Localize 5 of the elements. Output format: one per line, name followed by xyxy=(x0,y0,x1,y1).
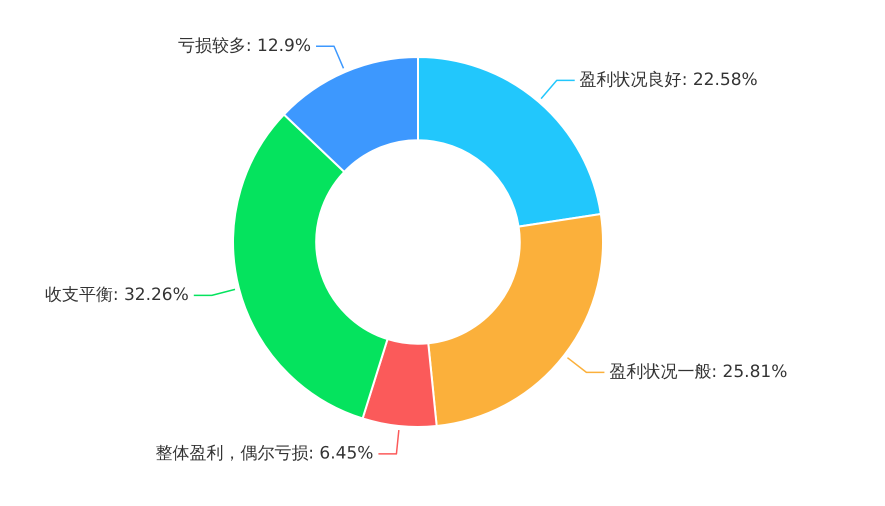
slice-label: 整体盈利，偶尔亏损: 6.45% xyxy=(155,444,374,464)
slice-label: 收支平衡: 32.26% xyxy=(44,285,189,306)
slice-label: 亏损较多: 12.9% xyxy=(178,36,312,56)
slice-label: 盈利状况一般: 25.81% xyxy=(609,362,788,382)
slice-label: 盈利状况良好: 22.58% xyxy=(580,70,758,90)
